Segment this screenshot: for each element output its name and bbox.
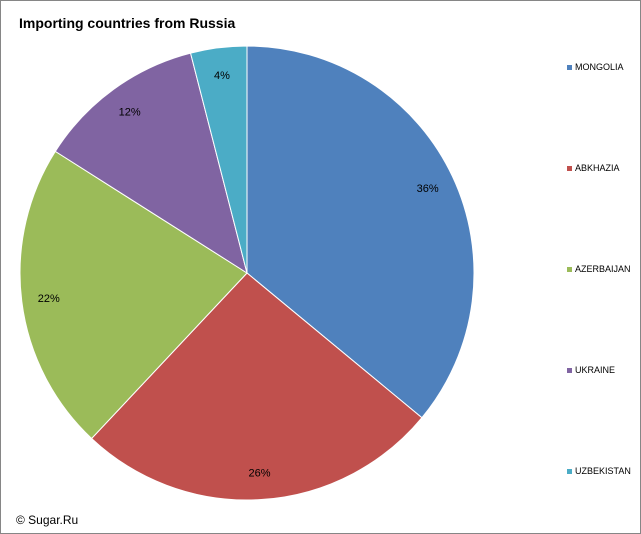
data-label-ukraine: 12% [119, 106, 141, 118]
chart-title: Importing countries from Russia [19, 15, 236, 31]
legend-label: ABKHAZIA [575, 163, 620, 173]
copyright-credit: © Sugar.Ru [16, 513, 79, 527]
legend-item-ukraine: UKRAINE [567, 365, 615, 375]
legend-label: AZERBAIJAN [575, 264, 631, 274]
legend-swatch [567, 468, 572, 474]
pie-slice-azerbaijan [19, 150, 248, 440]
legend-label: MONGOLIA [575, 62, 624, 72]
data-label-azerbaijan: 22% [38, 293, 60, 305]
pie-slice-mongolia [246, 45, 475, 419]
pie-slice-ukraine [54, 52, 248, 275]
pie-chart: 36% 26% 22% 12% 4% [19, 45, 475, 501]
pie-slice-uzbekistan [189, 45, 248, 274]
data-label-abkhazia: 26% [248, 467, 270, 479]
data-label-mongolia: 36% [417, 183, 439, 195]
legend-item-mongolia: MONGOLIA [567, 62, 624, 72]
legend-item-abkhazia: ABKHAZIA [567, 163, 620, 173]
data-label-uzbekistan: 4% [214, 70, 230, 82]
legend-swatch [567, 367, 572, 373]
pie-slice-abkhazia [90, 272, 423, 501]
legend-swatch [567, 266, 572, 272]
legend-label: UZBEKISTAN [575, 466, 631, 476]
legend-item-azerbaijan: AZERBAIJAN [567, 264, 631, 274]
legend-item-uzbekistan: UZBEKISTAN [567, 466, 631, 476]
legend-label: UKRAINE [575, 365, 616, 375]
legend-swatch [567, 165, 572, 171]
chart-legend: MONGOLIA ABKHAZIA AZERBAIJAN UKRAINE UZBEKIS… [567, 1, 639, 533]
legend-swatch [567, 64, 572, 70]
